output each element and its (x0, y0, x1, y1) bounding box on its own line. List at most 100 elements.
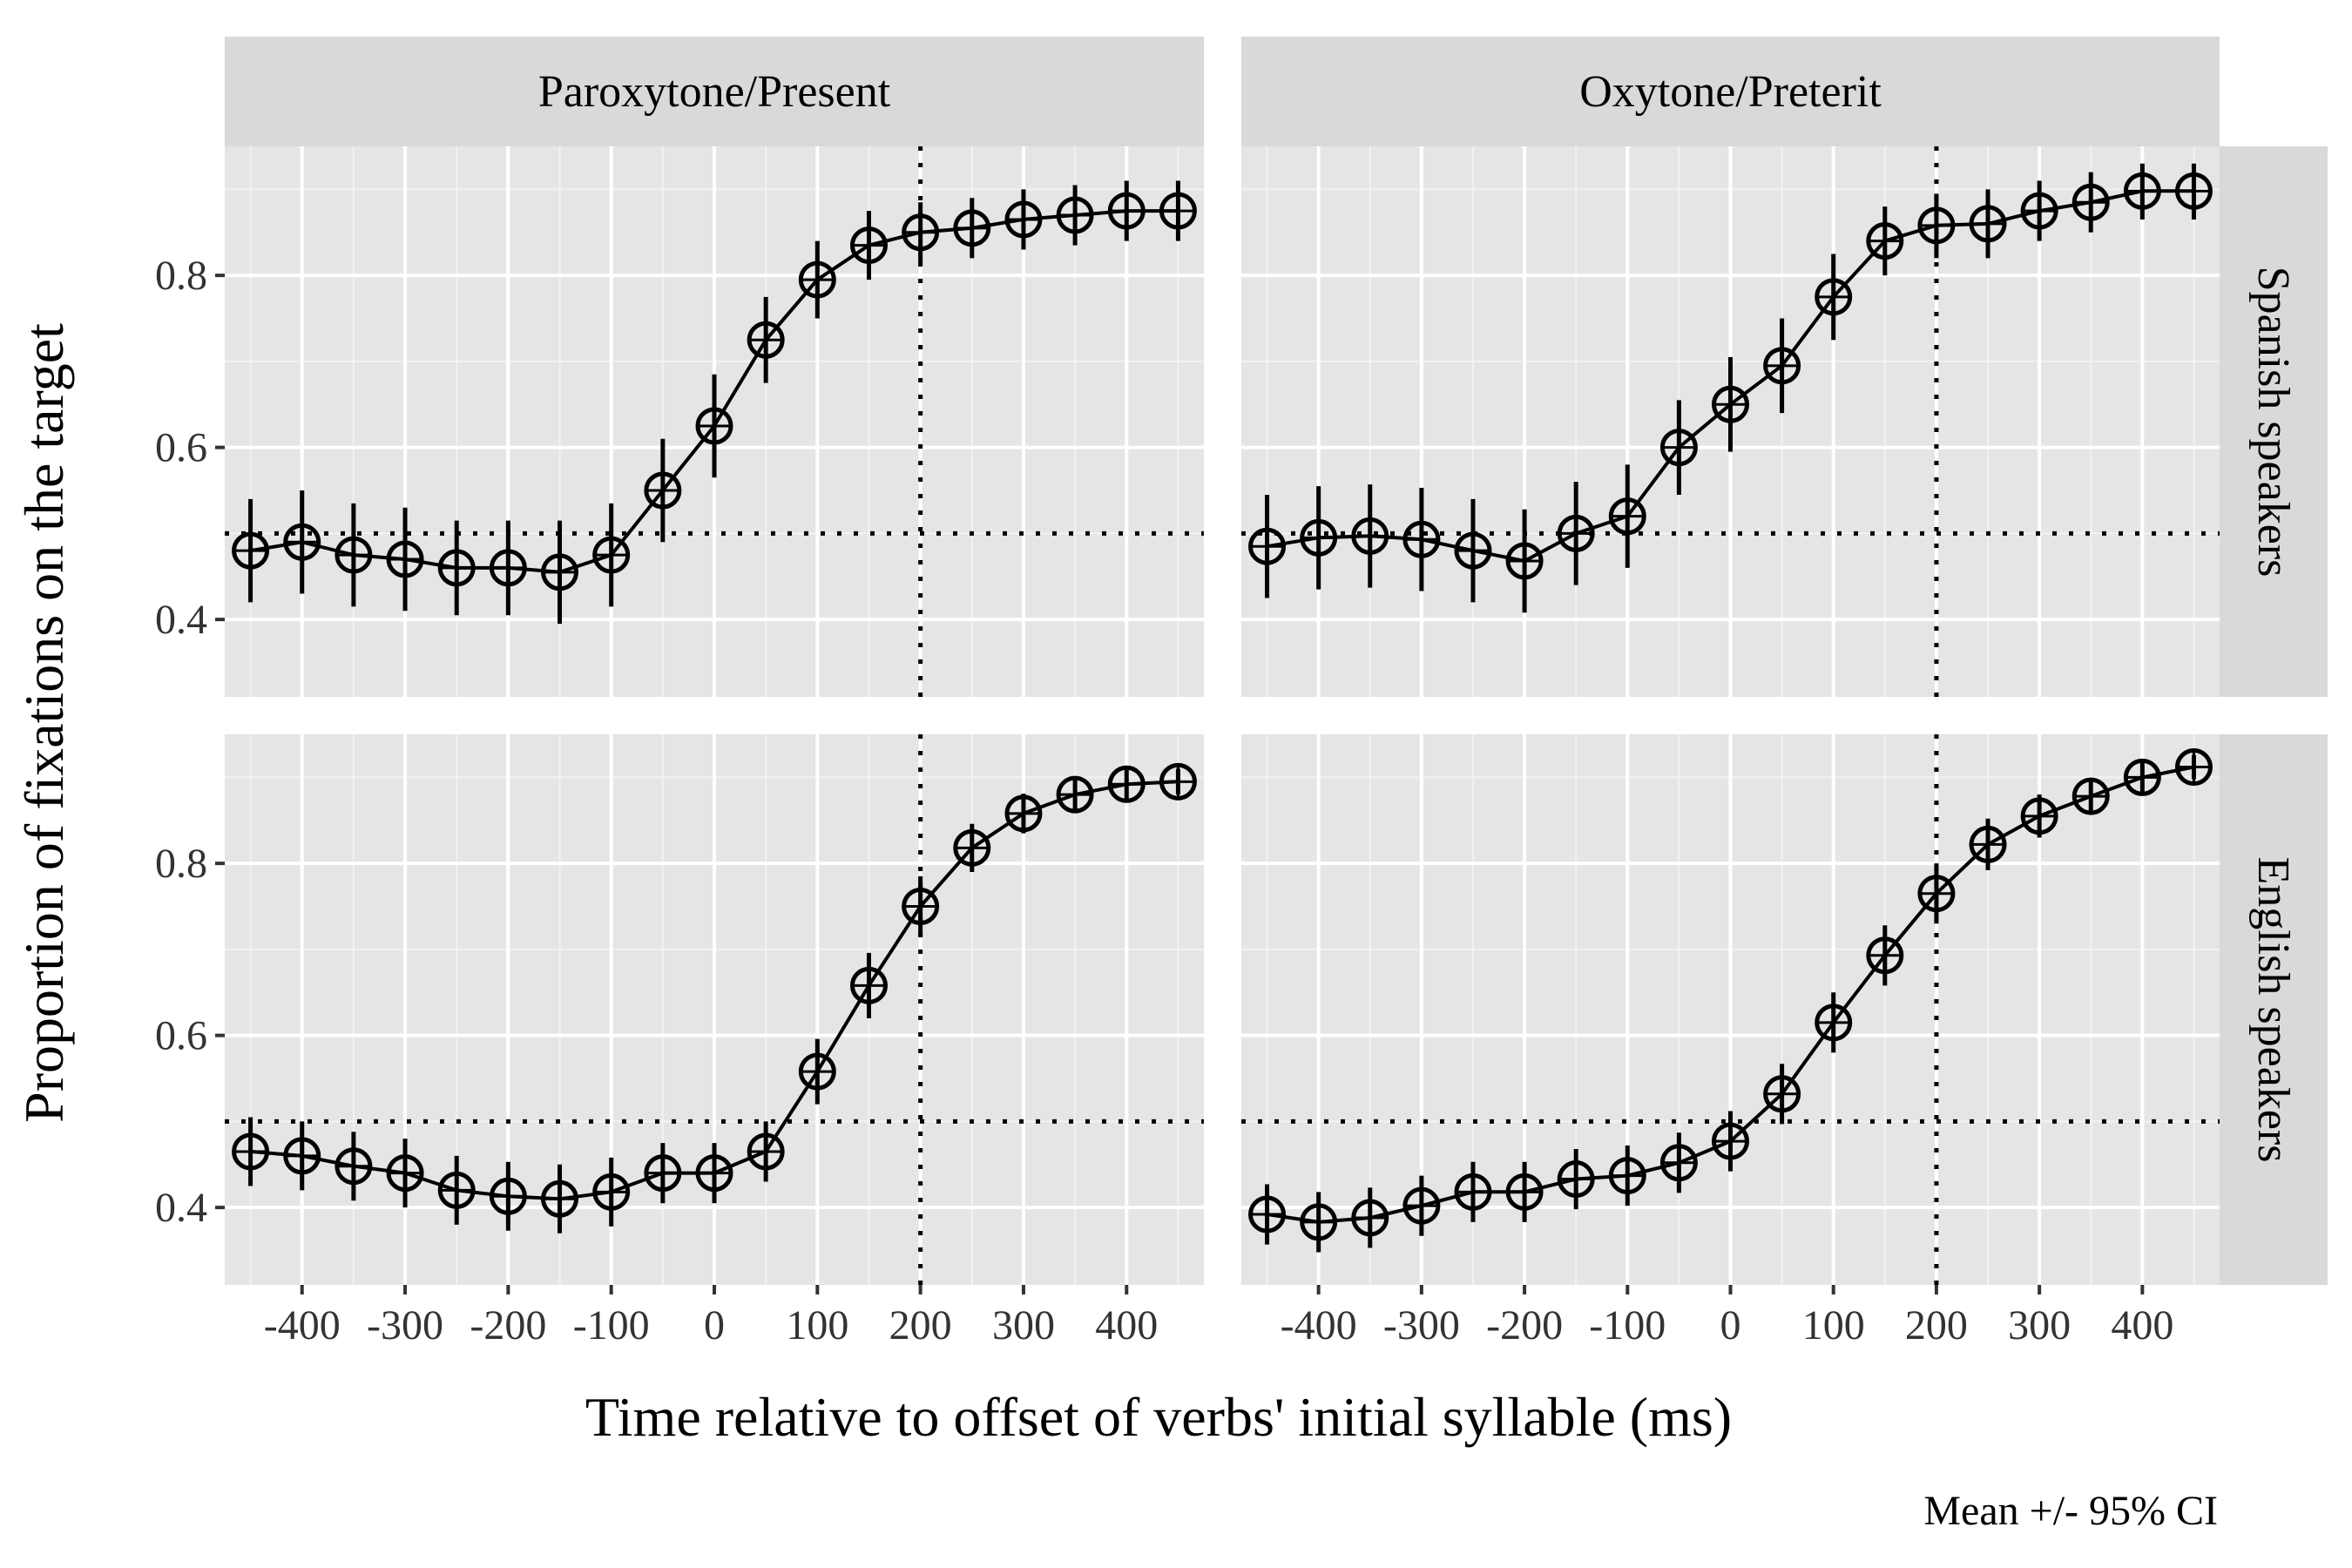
x-tick-label: -200 (470, 1302, 546, 1348)
data-point (335, 1147, 373, 1186)
strip-background (2220, 734, 2328, 1285)
data-point (953, 828, 991, 867)
data-point (849, 966, 888, 1004)
data-point (1300, 1203, 1338, 1241)
data-point (1351, 1199, 1389, 1237)
panel-spanish-speakers-oxytone-preterit (1241, 146, 2220, 697)
strip-english-speakers: English speakers (2220, 734, 2328, 1285)
x-axis-title: Time relative to offset of verbs' initia… (585, 1386, 1732, 1448)
strip-label: Oxytone/Preterit (1579, 67, 1882, 117)
data-point (2072, 183, 2110, 221)
strip-background (225, 37, 1204, 146)
x-tick-label: -300 (367, 1302, 443, 1348)
data-points (232, 192, 1197, 591)
data-points (1248, 748, 2213, 1241)
data-point (1557, 1160, 1595, 1199)
data-point (1505, 1173, 1544, 1211)
data-point (1763, 1075, 1801, 1113)
x-tick-label: 200 (889, 1302, 952, 1348)
data-point (902, 888, 940, 925)
data-point (1763, 347, 1801, 385)
data-point (2020, 797, 2058, 835)
data-point (1159, 192, 1197, 230)
data-point (1056, 196, 1094, 234)
data-point (2174, 172, 2213, 210)
data-point (695, 407, 733, 445)
data-point (1608, 1157, 1646, 1195)
x-tick-label: 300 (992, 1302, 1055, 1348)
data-point (592, 536, 631, 574)
data-point (953, 209, 991, 247)
x-tick-label: 100 (1802, 1302, 1865, 1348)
panel-spanish-speakers-paroxytone-present (225, 146, 1204, 697)
data-point (541, 553, 579, 591)
panel-english-speakers-oxytone-preterit (1241, 734, 2220, 1285)
data-point (2174, 748, 2213, 787)
x-tick-label: 100 (786, 1302, 848, 1348)
data-point (1505, 542, 1544, 580)
data-point (1866, 936, 1904, 975)
x-tick-label: -300 (1383, 1302, 1460, 1348)
data-point (644, 1154, 682, 1193)
x-axis-paroxytone-present: -400 -300 -200 -100 0 100 200 300 400 (264, 1285, 1158, 1348)
data-point (2123, 172, 2161, 210)
x-tick-label: 0 (704, 1302, 725, 1348)
y-axis-spanish-speakers: 0.4 0.6 0.8 (155, 253, 225, 643)
y-tick-label: 0.4 (155, 597, 207, 643)
facet-strips: Paroxytone/Present Oxytone/Preterit Spanis… (225, 37, 2328, 1285)
x-tick-label: 0 (1720, 1302, 1741, 1348)
data-point (1815, 278, 1853, 316)
data-point (1659, 429, 1698, 467)
data-point (2072, 777, 2110, 815)
panel-english-speakers-paroxytone-present (225, 734, 1204, 1285)
y-tick-label: 0.8 (155, 841, 207, 887)
data-point (1107, 765, 1146, 803)
x-axis-oxytone-preterit: -400 -300 -200 -100 0 100 200 300 400 (1281, 1285, 2173, 1348)
data-point (1056, 775, 1094, 814)
data-point (335, 536, 373, 574)
x-tick-label: 300 (2008, 1302, 2071, 1348)
data-point (437, 549, 476, 587)
x-tick-label: -100 (573, 1302, 650, 1348)
y-tick-label: 0.8 (155, 253, 207, 299)
x-tick-label: -400 (264, 1302, 341, 1348)
chart-caption: Mean +/- 95% CI (1923, 1488, 2218, 1534)
data-points (1248, 172, 2213, 580)
data-point (232, 1132, 270, 1171)
strip-background (1241, 37, 2220, 146)
data-point (1454, 1173, 1492, 1211)
strip-label: Spanish speakers (2248, 267, 2298, 578)
data-point (541, 1179, 579, 1218)
data-point (1557, 514, 1595, 552)
data-point (1402, 520, 1441, 558)
data-point (489, 1177, 527, 1215)
data-point (1917, 206, 1956, 245)
data-point (2020, 192, 2058, 230)
strip-paroxytone-present: Paroxytone/Present (225, 37, 1204, 146)
data-point (1969, 205, 2007, 243)
data-point (1608, 497, 1646, 536)
data-point (1659, 1144, 1698, 1182)
data-point (1866, 222, 1904, 260)
x-tick-label: 400 (1095, 1302, 1158, 1348)
x-tick-label: -200 (1486, 1302, 1563, 1348)
data-point (489, 549, 527, 587)
data-point (386, 540, 424, 578)
strip-oxytone-preterit: Oxytone/Preterit (1241, 37, 2220, 146)
data-point (1248, 527, 1287, 565)
data-point (798, 260, 836, 299)
data-point (1004, 200, 1043, 239)
data-point (695, 1154, 733, 1193)
data-point (747, 1132, 785, 1171)
data-point (1454, 531, 1492, 570)
data-point (798, 1052, 836, 1091)
strip-label: Paroxytone/Present (538, 67, 891, 117)
data-point (1004, 794, 1043, 833)
data-point (386, 1154, 424, 1193)
data-point (283, 523, 321, 561)
strip-label: English speakers (2248, 857, 2298, 1163)
data-point (283, 1137, 321, 1175)
data-point (849, 226, 888, 265)
data-point (747, 321, 785, 359)
